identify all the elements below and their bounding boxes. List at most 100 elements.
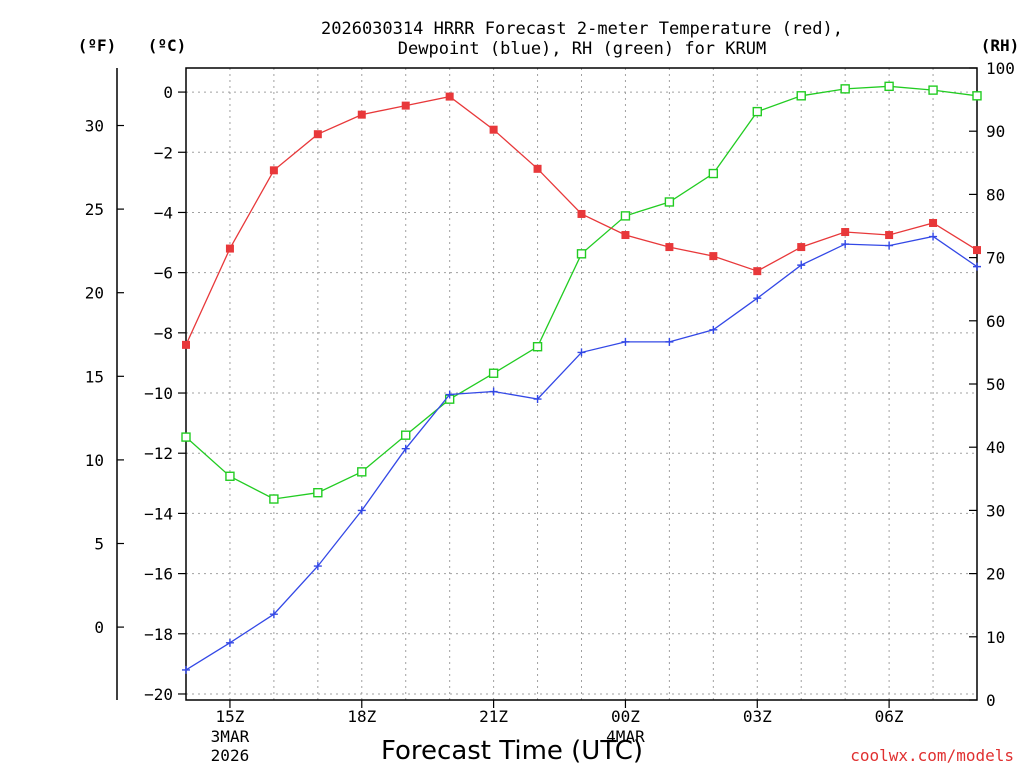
relative-humidity-line bbox=[185, 85, 978, 500]
fahrenheit-tick-label: 25 bbox=[85, 200, 104, 219]
dewpoint-point bbox=[269, 610, 278, 619]
relative-humidity-point bbox=[532, 342, 543, 352]
celsius-tick-label: −2 bbox=[154, 143, 173, 162]
relative-humidity-point bbox=[840, 84, 850, 94]
x-tick-date-label: 4MAR bbox=[606, 727, 645, 746]
dewpoint-point bbox=[182, 665, 190, 674]
credit-text: coolwx.com/models bbox=[850, 746, 1014, 765]
chart-title-line-1: 2026030314 HRRR Forecast 2-meter Tempera… bbox=[321, 19, 843, 39]
2-meter-temperature-point bbox=[973, 246, 981, 255]
2-meter-temperature-point bbox=[621, 231, 630, 240]
relative-humidity-point bbox=[708, 168, 719, 179]
dewpoint-point bbox=[533, 395, 542, 404]
relative-humidity-point bbox=[181, 432, 191, 442]
rh-tick-label: 0 bbox=[986, 691, 996, 710]
rh-tick-label: 90 bbox=[986, 122, 1005, 141]
fahrenheit-tick-label: 15 bbox=[85, 367, 104, 386]
celsius-tick-label: −16 bbox=[144, 565, 173, 584]
relative-humidity-point bbox=[620, 211, 631, 221]
dewpoint-point bbox=[973, 262, 981, 271]
x-tick-label: 03Z bbox=[743, 707, 772, 726]
relative-humidity-point bbox=[928, 85, 938, 95]
celsius-tick-label: −18 bbox=[144, 625, 173, 644]
fahrenheit-tick-label: 5 bbox=[94, 535, 104, 554]
2-meter-temperature-point bbox=[753, 267, 762, 276]
rh-tick-label: 20 bbox=[986, 565, 1005, 584]
2-meter-temperature-point bbox=[182, 340, 190, 349]
dewpoint-point bbox=[621, 337, 630, 346]
x-tick-label: 18Z bbox=[347, 707, 376, 726]
rh-tick-label: 60 bbox=[986, 312, 1005, 331]
x-tick-label: 06Z bbox=[875, 707, 904, 726]
dewpoint-point bbox=[577, 348, 586, 357]
chart-title-line-2: Dewpoint (blue), RH (green) for KRUM bbox=[398, 39, 766, 59]
2-meter-temperature-point bbox=[885, 231, 894, 240]
celsius-tick-label: −4 bbox=[154, 203, 173, 222]
fahrenheit-tick-label: 0 bbox=[94, 618, 104, 637]
dewpoint-point bbox=[225, 638, 234, 647]
data-series bbox=[181, 81, 982, 674]
celsius-unit-label: (ºC) bbox=[148, 36, 187, 55]
relative-humidity-point bbox=[664, 197, 675, 207]
plot-frame bbox=[185, 67, 978, 701]
dewpoint-point bbox=[797, 261, 806, 270]
celsius-tick-label: −20 bbox=[144, 685, 173, 704]
2-meter-temperature-point bbox=[445, 92, 454, 101]
2-meter-temperature-point bbox=[709, 252, 718, 261]
2-meter-temperature-point bbox=[929, 218, 938, 227]
rh-tick-label: 50 bbox=[986, 375, 1005, 394]
relative-humidity-point bbox=[972, 91, 982, 101]
dewpoint-point bbox=[929, 232, 938, 241]
celsius-tick-label: 0 bbox=[163, 83, 173, 102]
celsius-tick-label: −10 bbox=[144, 384, 173, 403]
2-meter-temperature-point bbox=[225, 244, 234, 253]
relative-humidity-point bbox=[796, 91, 806, 101]
x-tick-label: 00Z bbox=[611, 707, 640, 726]
grid-lines bbox=[186, 68, 977, 700]
rh-tick-label: 70 bbox=[986, 249, 1005, 268]
2-meter-temperature-point bbox=[269, 166, 278, 175]
2-meter-temperature-point bbox=[841, 228, 850, 237]
rh-tick-label: 100 bbox=[986, 59, 1015, 78]
2-meter-temperature-point bbox=[401, 101, 410, 110]
fahrenheit-tick-label: 20 bbox=[85, 284, 104, 303]
relative-humidity-point bbox=[884, 81, 894, 92]
x-tick-date-label: 2026 bbox=[211, 746, 250, 765]
relative-humidity-point bbox=[576, 249, 587, 259]
2-meter-temperature-point bbox=[313, 130, 322, 139]
x-tick-label: 15Z bbox=[215, 707, 244, 726]
2-meter-temperature-line bbox=[185, 95, 978, 346]
dewpoint-point bbox=[885, 241, 894, 250]
dewpoint-point bbox=[709, 325, 718, 334]
relative-humidity-point bbox=[269, 494, 279, 504]
x-axis-label: Forecast Time (UTC) bbox=[381, 736, 643, 766]
2-meter-temperature-point bbox=[357, 110, 366, 119]
rh-tick-label: 30 bbox=[986, 501, 1005, 520]
dewpoint-point bbox=[753, 294, 762, 303]
relative-humidity-point bbox=[357, 467, 367, 477]
dewpoint-point bbox=[445, 390, 454, 399]
rh-tick-label: 80 bbox=[986, 185, 1005, 204]
celsius-tick-label: −6 bbox=[154, 264, 173, 283]
2-meter-temperature-point bbox=[533, 164, 542, 173]
rh-unit-label: (RH) bbox=[981, 36, 1020, 55]
2-meter-temperature-point bbox=[665, 243, 674, 252]
x-tick-label: 21Z bbox=[479, 707, 508, 726]
fahrenheit-tick-label: 30 bbox=[85, 117, 104, 136]
dewpoint-point bbox=[665, 337, 674, 346]
celsius-tick-label: −8 bbox=[154, 324, 173, 343]
relative-humidity-point bbox=[488, 368, 499, 378]
celsius-tick-label: −12 bbox=[144, 444, 173, 463]
rh-tick-label: 10 bbox=[986, 628, 1005, 647]
celsius-tick-label: −14 bbox=[144, 504, 173, 523]
2-meter-temperature-point bbox=[797, 243, 806, 252]
relative-humidity-point bbox=[401, 430, 411, 440]
2-meter-temperature-point bbox=[577, 209, 586, 218]
fahrenheit-tick-label: 10 bbox=[85, 451, 104, 470]
relative-humidity-point bbox=[313, 488, 323, 498]
dewpoint-point bbox=[841, 240, 850, 249]
relative-humidity-point bbox=[225, 471, 235, 481]
dewpoint-point bbox=[401, 444, 410, 453]
